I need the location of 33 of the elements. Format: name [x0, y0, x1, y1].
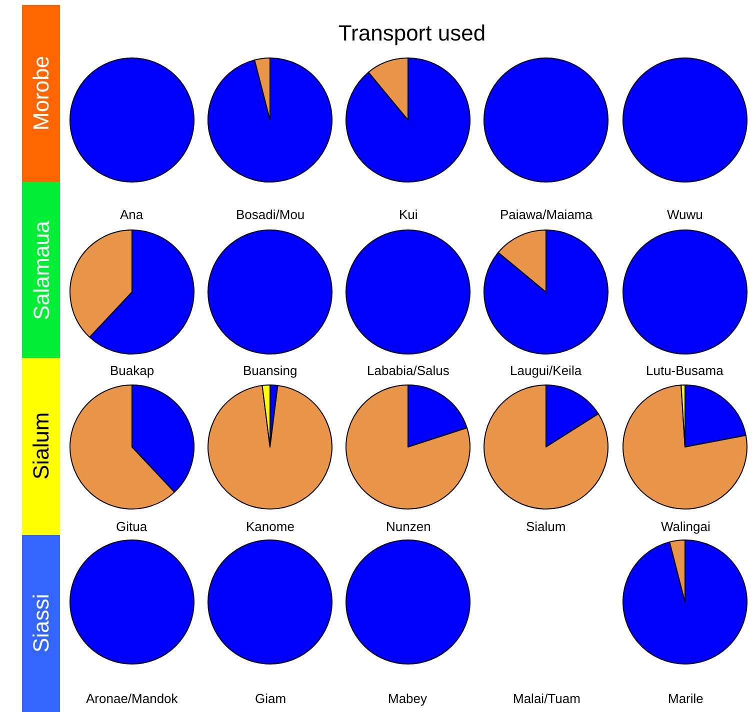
text: Sialum	[526, 519, 566, 534]
pie-slice	[346, 384, 470, 510]
text: Morobe	[28, 56, 54, 130]
text: Malai/Tuam	[513, 691, 580, 706]
text: Ana	[120, 207, 144, 222]
text: Marile	[668, 691, 704, 706]
text: Buakap	[110, 363, 154, 378]
pie-slice	[484, 384, 608, 510]
text: Lutu-Busama	[646, 363, 724, 378]
text: Kui	[399, 207, 418, 222]
text: Salamaua	[29, 220, 54, 320]
pie-slice	[208, 58, 332, 182]
text: Sialum	[28, 412, 54, 480]
text: Laugui/Keila	[510, 363, 582, 378]
text: Transport used	[338, 20, 486, 46]
pie-slice	[208, 384, 332, 510]
pie-slice	[622, 384, 748, 510]
text: Bosadi/Mou	[236, 207, 305, 222]
text: Giam	[255, 691, 286, 706]
text: Lababia/Salus	[367, 363, 450, 378]
text: Wuwu	[667, 207, 703, 222]
text: Gitua	[116, 519, 148, 534]
text: Siassi	[28, 594, 54, 652]
pie-slice	[346, 58, 470, 182]
text: Aronae/Mandok	[86, 691, 178, 706]
text: Paiawa/Maiama	[500, 207, 594, 222]
pie-slice	[622, 540, 748, 664]
text: Nunzen	[386, 519, 431, 534]
text: Walingai	[661, 519, 710, 534]
pie-slice	[484, 230, 608, 354]
text: Mabey	[388, 691, 428, 706]
text: Kanome	[246, 519, 294, 534]
text: Buansing	[243, 363, 298, 378]
